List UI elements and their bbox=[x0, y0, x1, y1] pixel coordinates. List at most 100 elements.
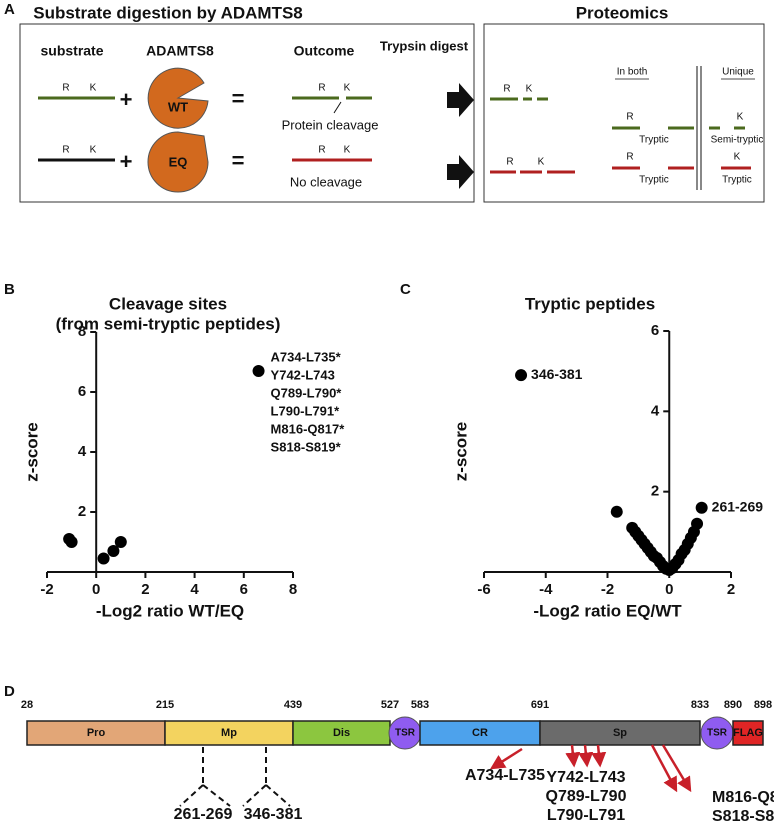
x-tick-label: 0 bbox=[92, 581, 100, 598]
y-tick-label: 6 bbox=[78, 383, 86, 400]
peptide-type: Tryptic bbox=[639, 175, 669, 186]
position-label: 890 bbox=[724, 699, 742, 711]
domain-label: CR bbox=[472, 727, 488, 739]
annotation: A734-L735* bbox=[271, 349, 342, 364]
residue: K bbox=[737, 112, 744, 123]
domain-label: Mp bbox=[221, 727, 237, 739]
y-axis-label: z-score bbox=[22, 422, 41, 482]
annotation: S818-S819* bbox=[271, 439, 342, 454]
cleavage-label: A734-L735 bbox=[465, 767, 545, 784]
domain-label: FLAG bbox=[733, 727, 763, 739]
arrow bbox=[447, 155, 474, 189]
residue: R bbox=[626, 152, 633, 163]
x-tick-label: -4 bbox=[539, 581, 553, 598]
domain-label: Sp bbox=[613, 727, 627, 739]
x-axis-label: -Log2 ratio WT/EQ bbox=[96, 601, 244, 620]
domain-label: TSR bbox=[395, 728, 416, 739]
annotation: M816-Q817* bbox=[271, 421, 346, 436]
cleavage-arrow bbox=[578, 744, 594, 768]
point bbox=[695, 501, 708, 514]
position-label: 439 bbox=[284, 699, 302, 711]
col-header: Outcome bbox=[294, 43, 355, 59]
residue: K bbox=[526, 84, 533, 95]
enzyme-label: WT bbox=[168, 99, 188, 114]
point bbox=[252, 365, 265, 377]
domain bbox=[732, 720, 764, 746]
x-tick-label: 4 bbox=[190, 581, 199, 598]
position-label: 691 bbox=[531, 699, 549, 711]
panel-title: Substrate digestion by ADAMTS8 bbox=[33, 3, 303, 22]
pointer bbox=[333, 101, 342, 114]
position-label: 527 bbox=[381, 699, 399, 711]
position-label: 583 bbox=[411, 699, 429, 711]
position-label: 215 bbox=[156, 699, 174, 711]
annotation: Q789-L790* bbox=[271, 385, 343, 400]
point bbox=[515, 369, 528, 382]
cleavage-label: L790-L791 bbox=[547, 807, 625, 824]
domain bbox=[164, 720, 294, 746]
annotation: L790-L791* bbox=[271, 403, 341, 418]
residue: R bbox=[503, 84, 510, 95]
residue: K bbox=[538, 157, 545, 168]
x-tick-label: 2 bbox=[141, 581, 149, 598]
arrow bbox=[447, 83, 474, 117]
residue: R bbox=[626, 112, 633, 123]
domain-map: Pro Mp Dis TSR CR Sp TSR FLAG 28 215 439 527 583 691 8… bbox=[21, 699, 774, 824]
point bbox=[610, 505, 623, 518]
panel-label: B bbox=[4, 281, 15, 298]
dashed-link bbox=[242, 784, 267, 807]
group-header: In both bbox=[617, 67, 648, 78]
residue: R bbox=[506, 157, 513, 168]
box bbox=[483, 23, 765, 203]
residue: R bbox=[318, 83, 325, 94]
residue: K bbox=[344, 145, 351, 156]
point bbox=[691, 517, 704, 530]
peptide-label: 346-381 bbox=[244, 806, 303, 823]
cleavage-arrow bbox=[565, 744, 581, 768]
x-tick-label: 6 bbox=[240, 581, 248, 598]
x-tick-label: 8 bbox=[289, 581, 297, 598]
domain-label: TSR bbox=[707, 728, 728, 739]
x-tick-label: 2 bbox=[727, 581, 735, 598]
residue: R bbox=[62, 145, 69, 156]
y-tick-label: 2 bbox=[651, 483, 659, 500]
dashed-link bbox=[202, 784, 231, 807]
point bbox=[107, 545, 120, 557]
point bbox=[114, 536, 127, 548]
col-header: substrate bbox=[40, 43, 103, 59]
y-tick-label: 4 bbox=[78, 443, 87, 460]
col-header: ADAMTS8 bbox=[146, 43, 214, 59]
peptide-label: 261-269 bbox=[174, 806, 233, 823]
dashed-link bbox=[265, 784, 291, 807]
equals: = bbox=[232, 86, 245, 111]
chart-title: Cleavage sites bbox=[109, 294, 227, 313]
cleavage-arrow bbox=[489, 747, 523, 770]
y-axis-label: z-score bbox=[451, 422, 470, 482]
enzyme-label: EQ bbox=[169, 154, 188, 169]
x-tick-label: -2 bbox=[601, 581, 614, 598]
residue: K bbox=[344, 83, 351, 94]
domain bbox=[26, 720, 166, 746]
enzyme-eq bbox=[147, 131, 209, 193]
position-label: 898 bbox=[754, 699, 772, 711]
y-tick-label: 2 bbox=[78, 503, 86, 520]
plus: + bbox=[120, 149, 133, 174]
domain-label: Dis bbox=[333, 727, 350, 739]
x-axis-label: -Log2 ratio EQ/WT bbox=[533, 601, 682, 620]
equals: = bbox=[232, 148, 245, 173]
step-label: Trypsin digest bbox=[380, 38, 469, 53]
outcome-label: No cleavage bbox=[290, 174, 362, 189]
peptide-type: Tryptic bbox=[639, 135, 669, 146]
cleavage-label: S818-S819 bbox=[712, 808, 774, 824]
position-label: 833 bbox=[691, 699, 709, 711]
box bbox=[19, 23, 475, 203]
enzyme-wt bbox=[147, 67, 209, 129]
residue: R bbox=[62, 83, 69, 94]
point-label: 346-381 bbox=[531, 366, 583, 382]
annotation: Y742-L743 bbox=[271, 367, 335, 382]
residue: R bbox=[318, 145, 325, 156]
group-header: Unique bbox=[722, 67, 754, 78]
x-tick-label: -6 bbox=[477, 581, 490, 598]
